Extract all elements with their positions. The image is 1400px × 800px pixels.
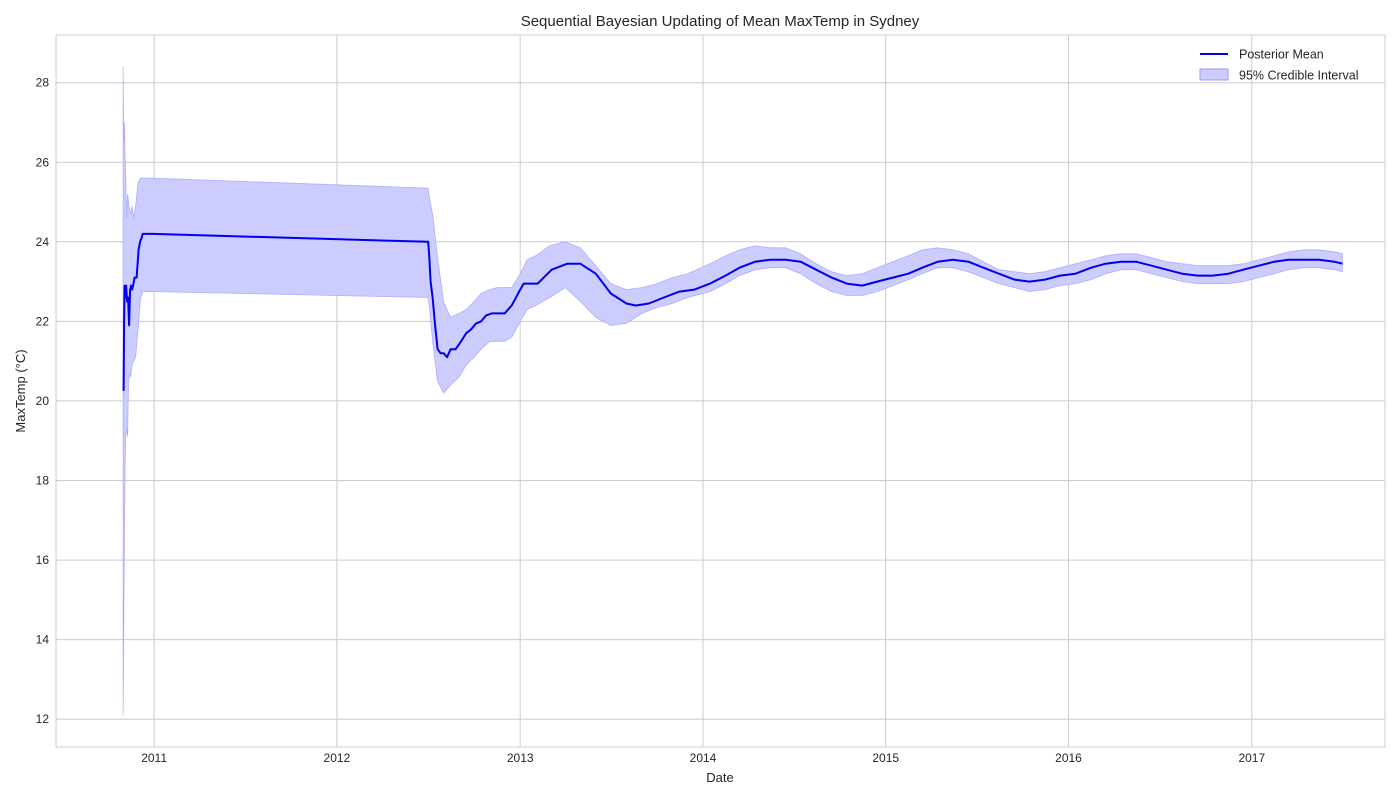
y-tick-label: 12 bbox=[36, 712, 50, 726]
posterior-mean-line bbox=[122, 232, 1343, 392]
x-tick-label: 2016 bbox=[1055, 751, 1082, 765]
y-tick-labels: 12 14 16 18 20 22 24 26 28 bbox=[36, 76, 50, 727]
chart-title: Sequential Bayesian Updating of Mean Max… bbox=[521, 13, 920, 30]
plot-background bbox=[56, 35, 1385, 747]
y-tick-label: 28 bbox=[36, 76, 50, 90]
x-tick-label: 2014 bbox=[690, 751, 717, 765]
legend-label-credible-interval: 95% Credible Interval bbox=[1239, 69, 1359, 83]
credible-interval-layer bbox=[122, 66, 1343, 716]
y-axis-label: MaxTemp (°C) bbox=[13, 349, 28, 432]
y-tick-label: 18 bbox=[36, 474, 50, 488]
y-tick-label: 26 bbox=[36, 155, 50, 169]
x-axis-label: Date bbox=[706, 770, 733, 785]
legend-swatch-credible-interval bbox=[1199, 68, 1229, 81]
x-tick-label: 2011 bbox=[141, 751, 167, 765]
grid-layer bbox=[56, 35, 1385, 747]
legend: Posterior Mean 95% Credible Interval bbox=[1199, 48, 1359, 83]
x-tick-label: 2012 bbox=[324, 751, 351, 765]
plot-frame bbox=[55, 34, 1386, 748]
y-tick-label: 16 bbox=[36, 553, 50, 567]
y-tick-label: 14 bbox=[36, 633, 50, 647]
x-tick-labels: 2011 2012 2013 2014 2015 2016 2017 bbox=[141, 751, 1265, 765]
legend-label-posterior-mean: Posterior Mean bbox=[1239, 48, 1324, 62]
y-tick-label: 24 bbox=[36, 235, 50, 249]
x-tick-label: 2015 bbox=[872, 751, 899, 765]
x-tick-label: 2013 bbox=[507, 751, 534, 765]
posterior-mean-layer bbox=[122, 232, 1343, 392]
credible-interval-band bbox=[122, 66, 1343, 716]
y-tick-label: 20 bbox=[36, 394, 50, 408]
x-tick-label: 2017 bbox=[1238, 751, 1265, 765]
y-tick-label: 22 bbox=[36, 314, 50, 328]
